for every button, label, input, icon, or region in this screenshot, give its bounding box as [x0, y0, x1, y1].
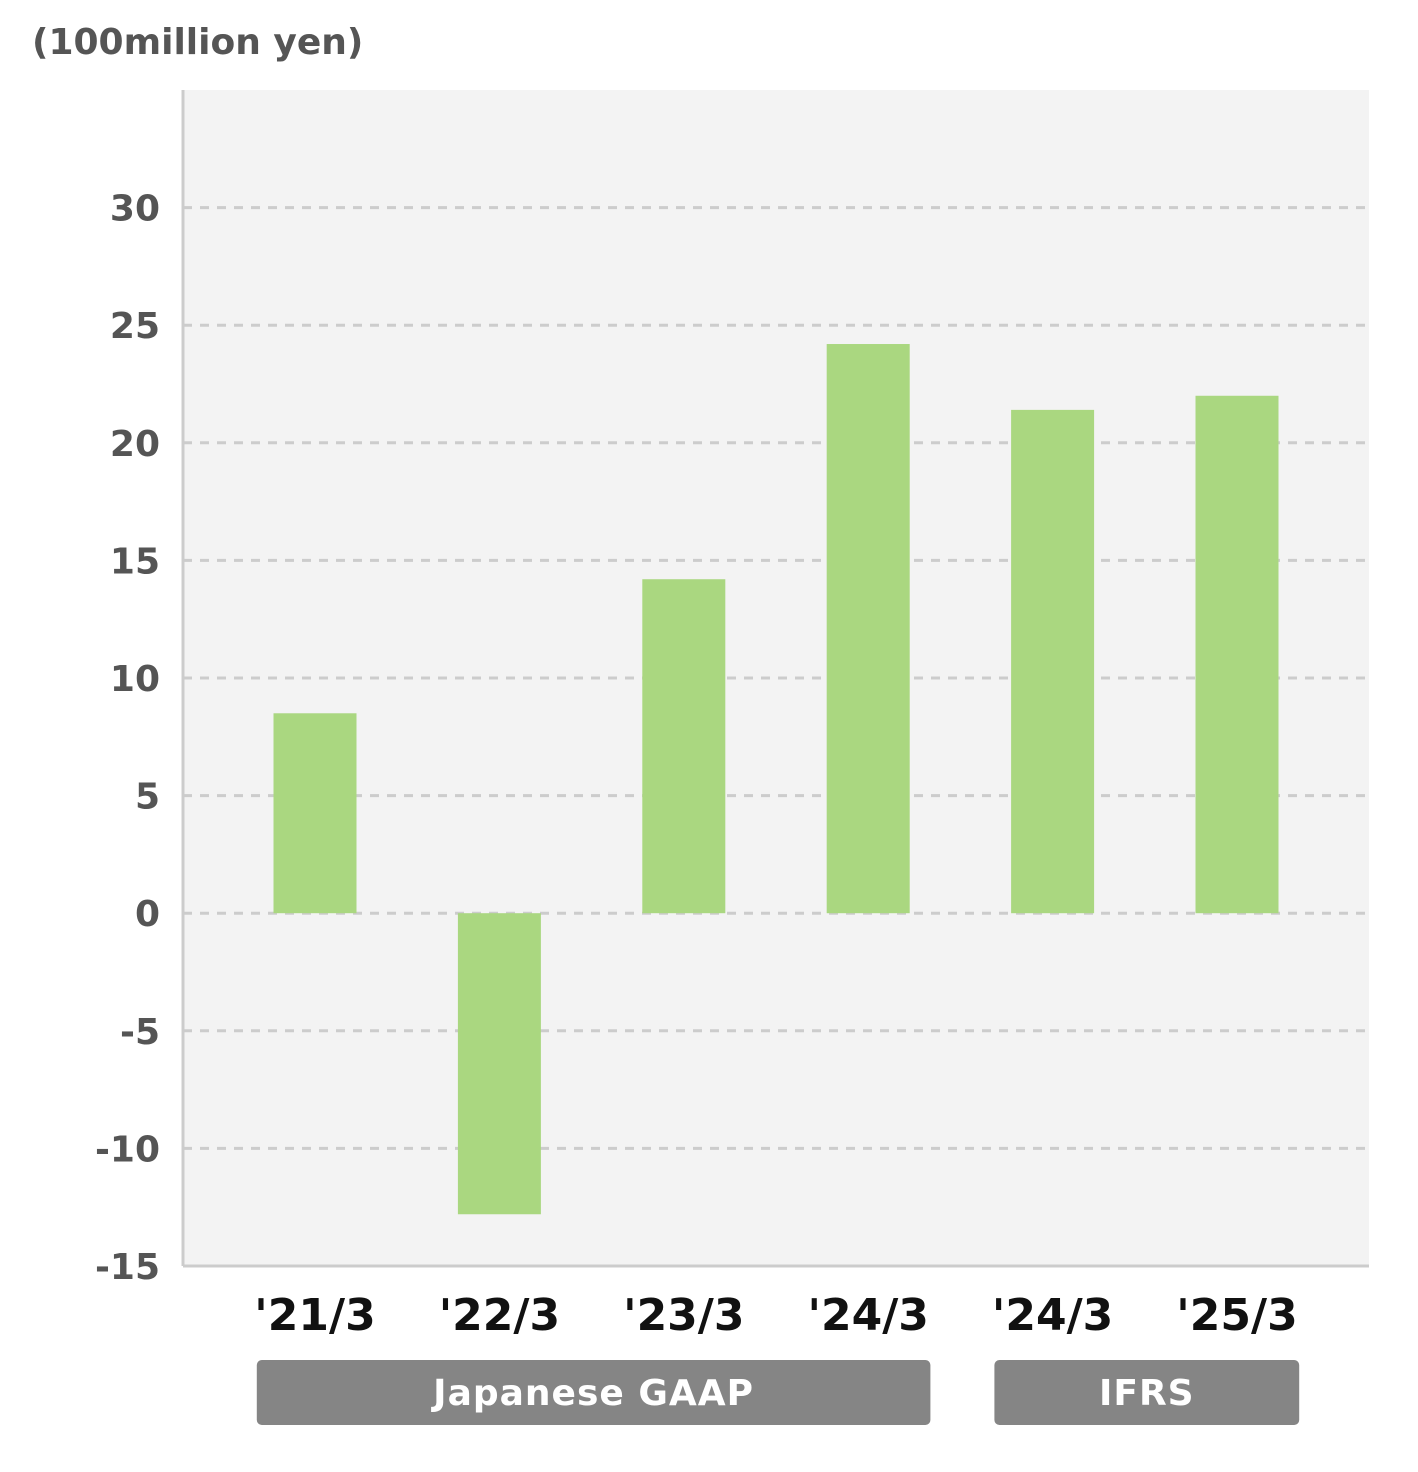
- y-tick-label: 25: [110, 306, 160, 347]
- y-tick-label: 0: [135, 894, 160, 935]
- x-tick-label: '23/3: [623, 1290, 744, 1341]
- y-tick-label: 10: [110, 659, 160, 700]
- unit-label: (100million yen): [32, 22, 364, 63]
- y-tick-label: -15: [95, 1247, 160, 1288]
- bar: [826, 344, 910, 914]
- y-tick-label: -10: [95, 1129, 160, 1170]
- bar: [457, 913, 541, 1215]
- y-tick-labels: 30 25 20 15 10 5 0 -5 -10 -15: [95, 189, 160, 1288]
- y-tick-label: -5: [120, 1012, 160, 1053]
- bar: [273, 713, 357, 914]
- x-tick-label: '24/3: [808, 1290, 929, 1341]
- x-tick-label: '25/3: [1176, 1290, 1297, 1341]
- y-tick-label: 15: [110, 541, 160, 582]
- y-tick-label: 5: [135, 777, 160, 818]
- x-tick-label: '22/3: [439, 1290, 560, 1341]
- gridlines: [183, 206, 1369, 1150]
- accounting-standard-groups: Japanese GAAP IFRS: [256, 1360, 1300, 1425]
- x-tick-label: '24/3: [992, 1290, 1113, 1341]
- x-tick-labels: '21/3 '22/3 '23/3 '24/3 '24/3 '25/3: [254, 1290, 1297, 1341]
- group-label: IFRS: [1099, 1373, 1195, 1414]
- bars: [273, 344, 1279, 1215]
- group-band: [994, 1360, 1300, 1425]
- group-label: Japanese GAAP: [430, 1373, 754, 1414]
- y-tick-label: 20: [110, 424, 160, 465]
- x-tick-label: '21/3: [254, 1290, 375, 1341]
- group-band: [256, 1360, 931, 1425]
- bar: [1195, 395, 1279, 914]
- bar: [1011, 409, 1095, 914]
- y-tick-label: 30: [110, 189, 160, 230]
- bar: [642, 579, 726, 914]
